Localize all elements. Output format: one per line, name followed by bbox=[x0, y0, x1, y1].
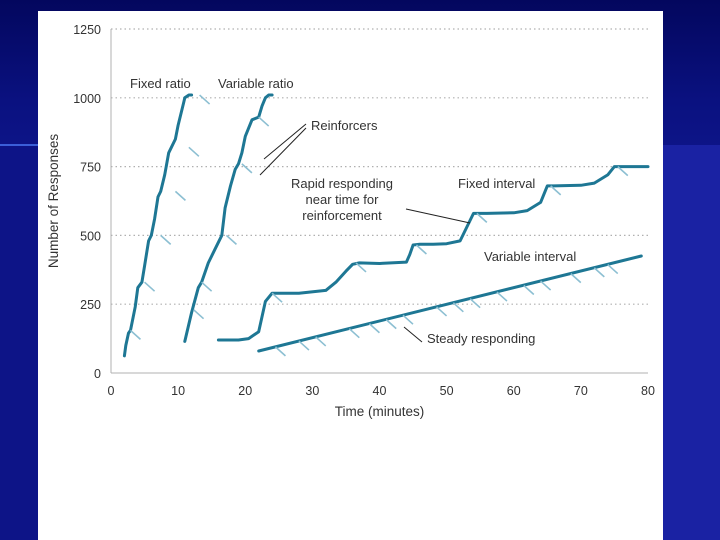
reinforcement-mark bbox=[160, 234, 172, 245]
reinforcement-mark bbox=[274, 346, 286, 357]
annotation-line: Rapid responding bbox=[291, 176, 393, 191]
reinforcement-mark bbox=[385, 319, 397, 330]
reinforcement-mark bbox=[201, 281, 213, 292]
annotation-fixed-interval: Fixed interval bbox=[458, 176, 535, 191]
reinforcement-mark bbox=[368, 323, 380, 334]
reinforcement-mark bbox=[593, 267, 605, 278]
reinforcement-mark bbox=[315, 336, 327, 347]
annotation-line: near time for bbox=[306, 192, 380, 207]
reinforcement-mark bbox=[476, 212, 488, 223]
annotation-leader bbox=[405, 208, 471, 224]
annotation-leader bbox=[263, 123, 307, 160]
reinforcement-mark bbox=[523, 284, 535, 296]
series-line-fixed-interval bbox=[216, 165, 650, 342]
series-lines bbox=[122, 93, 650, 358]
reinforcement-mark bbox=[570, 273, 582, 284]
reinforcement-mark bbox=[271, 292, 283, 303]
x-tick-label: 80 bbox=[641, 384, 655, 398]
x-axis-label: Time (minutes) bbox=[335, 404, 425, 419]
reinforcement-mark bbox=[496, 291, 508, 302]
y-tick-label: 0 bbox=[94, 367, 101, 381]
slide-accent-rule bbox=[0, 144, 40, 146]
reinforcement-mark bbox=[550, 185, 562, 196]
reinforcement-mark bbox=[129, 329, 142, 340]
reinforcement-mark bbox=[617, 166, 629, 177]
x-tick-label: 60 bbox=[507, 384, 521, 398]
annotation-line: Fixed interval bbox=[458, 176, 535, 191]
annotation-rapid: Rapid responding near time for reinforceme… bbox=[291, 176, 393, 223]
annotation-steady: Steady responding bbox=[427, 331, 535, 346]
y-tick-label: 500 bbox=[80, 229, 101, 243]
reinforcement-mark bbox=[298, 340, 310, 351]
y-tick-label: 750 bbox=[80, 161, 101, 175]
series-line-variable-ratio bbox=[183, 93, 274, 343]
y-axis-label: Number of Responses bbox=[46, 134, 61, 269]
reinforcement-mark bbox=[144, 281, 156, 292]
reinforcement-mark bbox=[436, 306, 448, 317]
annotation-line: Reinforcers bbox=[311, 118, 378, 133]
annotation-variable-interval: Variable interval bbox=[484, 249, 576, 264]
reinforcement-mark bbox=[415, 244, 427, 255]
reinforcement-mark bbox=[469, 298, 481, 309]
reinforcement-mark bbox=[540, 280, 552, 291]
series-line-variable-interval bbox=[257, 254, 643, 353]
x-tick-label: 30 bbox=[305, 384, 319, 398]
chart-panel: 0 250 500 750 1000 1250 0 10 20 30 40 50 60 70 80 Fixe… bbox=[38, 11, 663, 540]
annotation-line: Variable ratio bbox=[218, 76, 294, 91]
y-tick-label: 1250 bbox=[73, 23, 101, 37]
reinforcement-schedule-chart: 0 250 500 750 1000 1250 0 10 20 30 40 50 60 70 80 Fixe… bbox=[46, 23, 655, 419]
annotation-leader bbox=[403, 326, 423, 343]
reinforcement-mark bbox=[402, 314, 414, 325]
annotation-line: Fixed ratio bbox=[130, 76, 191, 91]
reinforcement-mark bbox=[193, 309, 205, 320]
reinforcement-mark bbox=[258, 116, 270, 127]
reinforcement-mark bbox=[199, 94, 211, 105]
axes bbox=[110, 29, 648, 374]
annotation-leaders bbox=[259, 123, 471, 343]
x-tick-label: 70 bbox=[574, 384, 588, 398]
series-line-fixed-ratio bbox=[122, 93, 194, 358]
reinforcement-mark bbox=[607, 263, 619, 275]
y-tick-label: 1000 bbox=[73, 92, 101, 106]
annotations: Fixed ratio Variable ratio Reinforcers Rapi… bbox=[130, 76, 576, 346]
x-tick-label: 0 bbox=[108, 384, 115, 398]
annotation-variable-ratio: Variable ratio bbox=[218, 76, 294, 91]
reinforcement-ticks bbox=[129, 94, 629, 357]
x-tick-label: 10 bbox=[171, 384, 185, 398]
annotation-fixed-ratio: Fixed ratio bbox=[130, 76, 191, 91]
reinforcement-mark bbox=[225, 234, 237, 245]
reinforcement-mark bbox=[355, 262, 367, 273]
annotation-reinforcers: Reinforcers bbox=[311, 118, 378, 133]
annotation-line: Variable interval bbox=[484, 249, 576, 264]
slide-background-right bbox=[663, 145, 720, 540]
y-tick-label: 250 bbox=[80, 298, 101, 312]
x-tick-label: 50 bbox=[440, 384, 454, 398]
annotation-line: reinforcement bbox=[302, 208, 382, 223]
reinforcement-mark bbox=[452, 302, 464, 313]
annotation-line: Steady responding bbox=[427, 331, 535, 346]
reinforcement-mark bbox=[174, 190, 186, 201]
x-tick-label: 20 bbox=[238, 384, 252, 398]
tick-labels: 0 250 500 750 1000 1250 0 10 20 30 40 50 60 70 80 bbox=[73, 23, 655, 398]
x-tick-label: 40 bbox=[373, 384, 387, 398]
reinforcement-mark bbox=[188, 146, 200, 157]
reinforcement-mark bbox=[241, 163, 253, 174]
annotation-leader bbox=[259, 127, 307, 176]
reinforcement-mark bbox=[348, 328, 360, 339]
